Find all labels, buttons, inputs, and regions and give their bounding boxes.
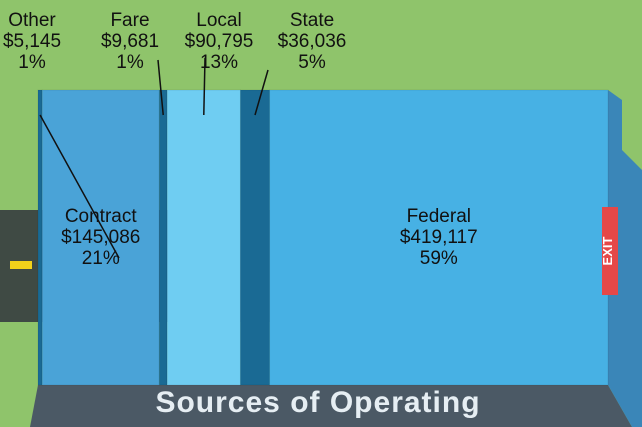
chart-title: Sources of Operating <box>155 386 480 419</box>
category-label: Federal <box>407 206 471 227</box>
value-label: $36,036 <box>278 31 347 52</box>
percent-label: 1% <box>18 52 46 73</box>
segment <box>159 90 167 385</box>
value-label: $419,117 <box>400 227 478 248</box>
segment <box>167 90 240 385</box>
road-dash <box>10 261 32 269</box>
category-label: Local <box>196 10 241 31</box>
chart: EXIT Sources of Operating Other$5,1451%C… <box>0 0 642 427</box>
percent-label: 1% <box>116 52 144 73</box>
value-label: $5,145 <box>3 31 61 52</box>
percent-label: 13% <box>200 52 238 73</box>
value-label: $145,086 <box>61 227 140 248</box>
segment <box>38 90 42 385</box>
exit-text: EXIT <box>600 236 615 265</box>
value-label: $90,795 <box>185 31 254 52</box>
segment <box>240 90 269 385</box>
category-label: Other <box>8 10 56 31</box>
category-label: Fare <box>110 10 149 31</box>
percent-label: 59% <box>420 248 458 269</box>
category-label: Contract <box>65 206 138 227</box>
category-label: State <box>290 10 334 31</box>
percent-label: 5% <box>298 52 326 73</box>
value-label: $9,681 <box>101 31 159 52</box>
percent-label: 21% <box>82 248 120 269</box>
